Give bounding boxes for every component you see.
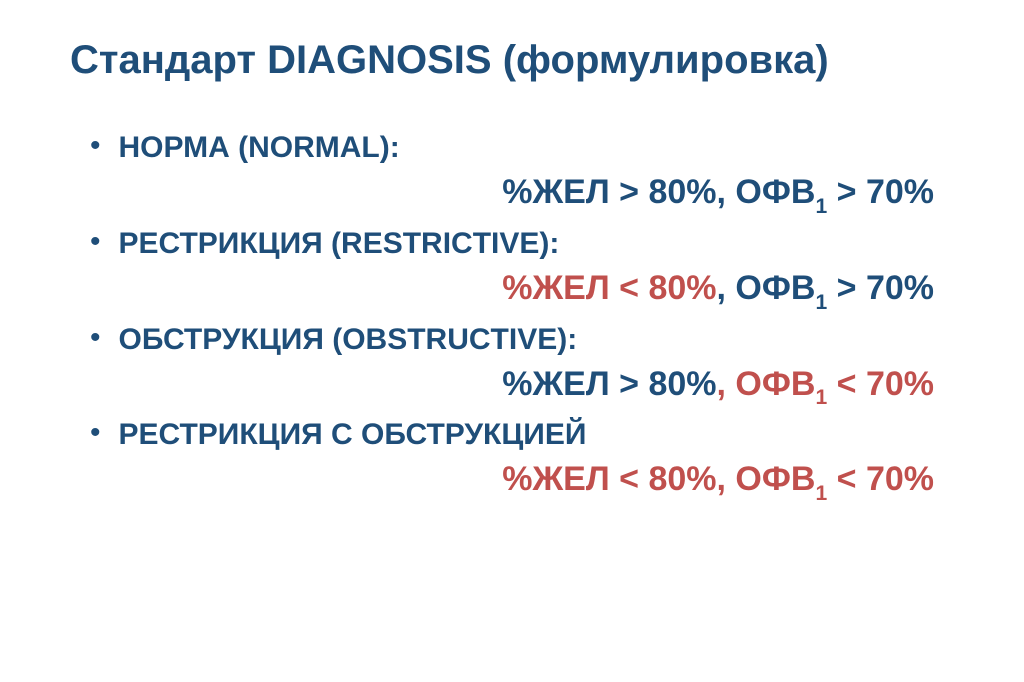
bullet-icon: • xyxy=(90,323,101,353)
item-formula: %ЖЕЛ > 80%, ОФВ1 > 70% xyxy=(90,173,974,217)
vc-part: %ЖЕЛ < 80% xyxy=(502,460,716,498)
item-label: НОРМА (NORMAL): xyxy=(119,131,400,165)
slide-title: Стандарт DIAGNOSIS (формулировка) xyxy=(70,38,974,83)
bullet-icon: • xyxy=(90,418,101,448)
fev-part: , ОФВ1 > 70% xyxy=(717,173,934,211)
fev-part: , ОФВ1 < 70% xyxy=(717,365,934,403)
list-item: • РЕСТРИКЦИЯ (RESTRICTIVE): %ЖЕЛ < 80%, … xyxy=(90,227,974,313)
fev-part: , ОФВ1 < 70% xyxy=(717,460,934,498)
item-label: РЕСТРИКЦИЯ С ОБСТРУКЦИЕЙ xyxy=(119,418,587,452)
item-label: ОБСТРУКЦИЯ (OBSTRUCTIVE): xyxy=(119,323,578,357)
list-item: • НОРМА (NORMAL): %ЖЕЛ > 80%, ОФВ1 > 70% xyxy=(90,131,974,217)
item-label: РЕСТРИКЦИЯ (RESTRICTIVE): xyxy=(119,227,560,261)
fev-part: , ОФВ1 > 70% xyxy=(717,269,934,307)
bullet-icon: • xyxy=(90,131,101,161)
item-formula: %ЖЕЛ < 80%, ОФВ1 < 70% xyxy=(90,460,974,504)
list-item: • РЕСТРИКЦИЯ С ОБСТРУКЦИЕЙ %ЖЕЛ < 80%, О… xyxy=(90,418,974,504)
item-formula: %ЖЕЛ < 80%, ОФВ1 > 70% xyxy=(90,269,974,313)
list-item: • ОБСТРУКЦИЯ (OBSTRUCTIVE): %ЖЕЛ > 80%, … xyxy=(90,323,974,409)
criteria-list: • НОРМА (NORMAL): %ЖЕЛ > 80%, ОФВ1 > 70%… xyxy=(60,131,974,504)
item-formula: %ЖЕЛ > 80%, ОФВ1 < 70% xyxy=(90,365,974,409)
bullet-icon: • xyxy=(90,227,101,257)
vc-part: %ЖЕЛ > 80% xyxy=(502,365,716,403)
vc-part: %ЖЕЛ > 80% xyxy=(502,173,716,211)
vc-part: %ЖЕЛ < 80% xyxy=(502,269,716,307)
